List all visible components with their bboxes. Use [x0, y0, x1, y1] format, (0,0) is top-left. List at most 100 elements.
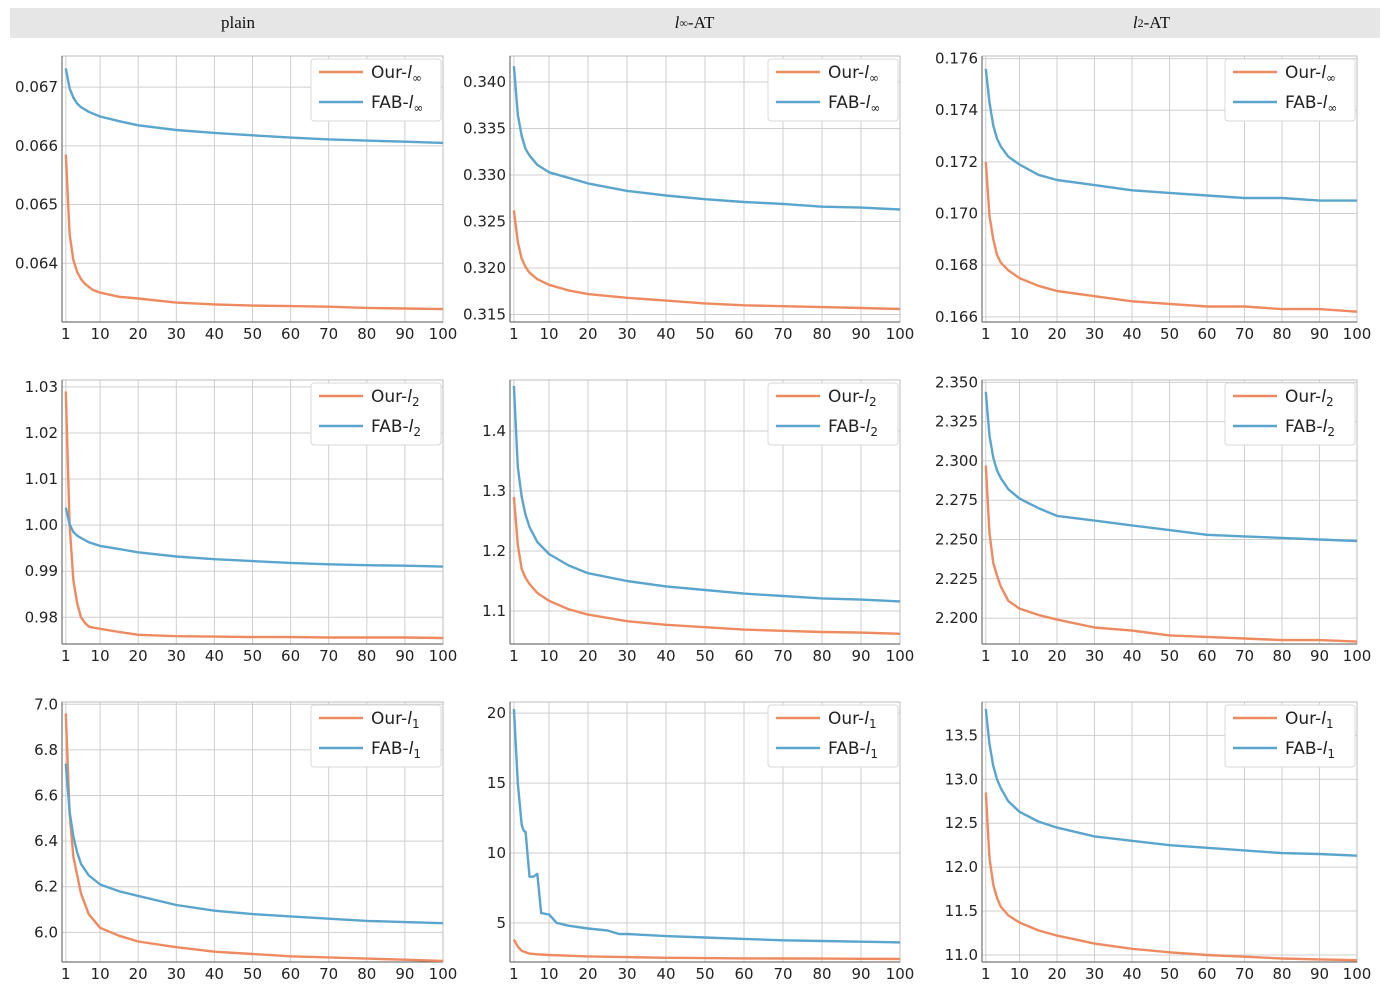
column-header-label: l [1132, 13, 1138, 32]
x-tick-label: 50 [1160, 647, 1179, 665]
x-tick-label: 30 [167, 647, 186, 665]
chart-panel-row1-col1: 1 10 20 30 40 50 60 70 80 90 100 1.1 1.2 1.3 1.4 Our-l2… [482, 379, 915, 665]
x-tick-label: 20 [578, 965, 597, 983]
x-tick-label: 70 [1235, 325, 1254, 343]
x-tick-label: 40 [1122, 325, 1141, 343]
x-tick-label: 50 [1160, 325, 1179, 343]
x-tick-label: 60 [281, 647, 300, 665]
x-tick-label: 10 [1010, 647, 1029, 665]
x-tick-label: 10 [1010, 965, 1029, 983]
x-tick-label: 20 [1047, 965, 1066, 983]
chart-panel-row0-col0: 1 10 20 30 40 50 60 70 80 90 100 0.064 0.065 0.066 0.0… [15, 55, 458, 343]
y-tick-label: 6.2 [34, 878, 58, 896]
legend-box [310, 382, 442, 446]
x-tick-label: 50 [243, 325, 262, 343]
x-tick-label: 100 [886, 965, 915, 983]
chart-panel-row2-col1: 1 10 20 30 40 50 60 70 80 90 100 5 10 15 20 Our-l1 FAB-l… [487, 701, 915, 983]
column-header-label: l [674, 13, 680, 32]
x-tick-label: 100 [429, 325, 458, 343]
y-tick-label: 0.315 [463, 306, 506, 324]
x-tick-label: 50 [243, 647, 262, 665]
x-tick-label: 60 [281, 325, 300, 343]
y-tick-label: 2.350 [935, 373, 978, 391]
legend-label: FAB-l1 [371, 739, 421, 761]
y-tick-label: 2.300 [935, 452, 978, 470]
y-tick-label: 0.335 [463, 120, 506, 138]
x-tick-label: 30 [167, 965, 186, 983]
column-header-subscript: 2 [1137, 15, 1144, 30]
y-tick-label: 0.98 [25, 608, 58, 626]
legend-label: Our-l∞ [1285, 63, 1336, 85]
x-tick-label: 50 [1160, 965, 1179, 983]
x-tick-label: 70 [1235, 965, 1254, 983]
x-tick-label: 60 [1197, 647, 1216, 665]
y-tick-label: 10 [487, 844, 506, 862]
x-tick-label: 60 [734, 965, 753, 983]
legend-label: Our-l2 [1285, 387, 1334, 409]
series-line-our [984, 161, 1358, 313]
legend: Our-l∞ FAB-l∞ [310, 58, 442, 122]
y-tick-label: 2.225 [935, 570, 978, 588]
x-tick-label: 1 [981, 965, 991, 983]
y-tick-label: 15 [487, 774, 506, 792]
legend-label: FAB-l2 [828, 417, 878, 439]
x-tick-label: 60 [734, 325, 753, 343]
x-tick-label: 70 [319, 325, 338, 343]
y-tick-label: 6.8 [34, 741, 58, 759]
y-tick-label: 0.166 [935, 308, 978, 326]
legend-label: FAB-l2 [371, 417, 421, 439]
x-tick-label: 30 [167, 325, 186, 343]
x-tick-label: 70 [773, 965, 792, 983]
y-tick-label: 0.340 [463, 73, 506, 91]
legend-label: Our-l2 [828, 387, 877, 409]
legend: Our-l∞ FAB-l∞ [1224, 58, 1356, 122]
x-tick-label: 80 [812, 647, 831, 665]
y-tick-label: 6.6 [34, 787, 58, 805]
legend-label: Our-l1 [828, 709, 877, 731]
series-line-fab [64, 507, 444, 568]
column-header-label: plain [221, 13, 255, 32]
x-tick-label: 30 [1085, 965, 1104, 983]
legend-label: Our-l1 [371, 709, 420, 731]
series-line-our [64, 713, 444, 963]
y-tick-label: 0.172 [935, 153, 978, 171]
x-tick-label: 30 [617, 647, 636, 665]
x-tick-label: 10 [539, 647, 558, 665]
y-tick-label: 6.4 [34, 832, 58, 850]
legend-label: Our-l∞ [828, 63, 879, 85]
x-tick-label: 10 [1010, 325, 1029, 343]
y-tick-label: 0.174 [935, 101, 978, 119]
x-tick-label: 80 [1272, 325, 1291, 343]
x-tick-label: 100 [429, 647, 458, 665]
x-tick-label: 30 [1085, 325, 1104, 343]
x-tick-label: 50 [695, 647, 714, 665]
y-tick-label: 2.200 [935, 609, 978, 627]
x-tick-label: 1 [61, 965, 71, 983]
x-tick-label: 10 [539, 325, 558, 343]
legend-box [767, 704, 899, 768]
y-tick-label: 13.5 [945, 726, 978, 744]
legend-label: FAB-l2 [1285, 417, 1335, 439]
x-tick-label: 90 [395, 325, 414, 343]
x-tick-label: 70 [319, 647, 338, 665]
x-tick-label: 20 [129, 325, 148, 343]
x-tick-label: 60 [734, 647, 753, 665]
legend-label: FAB-l∞ [828, 93, 880, 115]
series-line-our [64, 154, 444, 311]
x-tick-label: 20 [1047, 325, 1066, 343]
y-tick-label: 0.170 [935, 205, 978, 223]
x-tick-label: 70 [319, 965, 338, 983]
x-tick-label: 100 [886, 647, 915, 665]
x-tick-label: 50 [695, 965, 714, 983]
y-tick-label: 11.0 [945, 946, 978, 964]
x-tick-label: 40 [205, 965, 224, 983]
x-tick-label: 70 [773, 325, 792, 343]
x-tick-label: 40 [1122, 647, 1141, 665]
series-line-our [984, 465, 1358, 643]
x-tick-label: 1 [981, 647, 991, 665]
x-tick-label: 40 [656, 325, 675, 343]
y-tick-label: 0.176 [935, 50, 978, 68]
chart-panel-row0-col2: 1 10 20 30 40 50 60 70 80 90 100 0.166 0.168 0.170 0.1… [935, 50, 1371, 343]
y-tick-label: 0.067 [15, 78, 58, 96]
y-tick-label: 1.3 [482, 482, 506, 500]
